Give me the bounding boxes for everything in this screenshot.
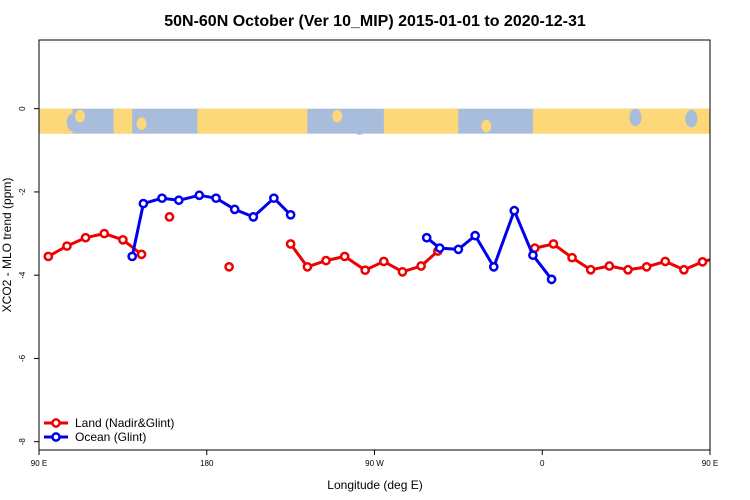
data-point bbox=[736, 242, 743, 249]
data-point bbox=[80, 232, 91, 243]
map-inlet bbox=[495, 111, 508, 129]
data-point bbox=[453, 244, 464, 255]
data-point bbox=[421, 232, 432, 243]
data-point bbox=[397, 266, 408, 277]
data-point bbox=[173, 195, 184, 206]
data-point bbox=[118, 234, 128, 245]
data-point bbox=[224, 262, 234, 272]
data-point bbox=[679, 264, 689, 275]
data-point bbox=[62, 241, 72, 251]
data-point bbox=[164, 212, 175, 222]
data-point bbox=[99, 228, 110, 239]
world-map-band bbox=[39, 108, 710, 135]
data-point bbox=[136, 249, 147, 260]
data-point bbox=[378, 256, 389, 267]
map-inlet bbox=[88, 112, 101, 130]
data-point bbox=[434, 243, 445, 253]
data-point bbox=[604, 261, 615, 271]
data-point bbox=[194, 190, 205, 201]
map-inlet bbox=[629, 108, 642, 127]
data-point bbox=[285, 209, 296, 220]
data-point bbox=[269, 193, 279, 204]
data-point bbox=[509, 205, 520, 216]
map-island bbox=[332, 109, 343, 123]
x-tick-label: 180 bbox=[200, 459, 214, 468]
y-tick-label: -2 bbox=[18, 188, 27, 196]
data-point bbox=[488, 262, 499, 272]
map-land bbox=[383, 108, 459, 134]
map-inlet bbox=[353, 117, 366, 135]
data-point bbox=[229, 204, 240, 215]
data-point bbox=[697, 257, 708, 267]
x-tick-label: 90 E bbox=[702, 459, 718, 468]
legend-marker bbox=[51, 432, 61, 442]
map-inlet bbox=[685, 109, 698, 128]
data-point bbox=[718, 253, 725, 260]
data-point bbox=[416, 261, 426, 271]
x-tick-label: 0 bbox=[540, 459, 545, 468]
data-point bbox=[660, 256, 671, 267]
data-point bbox=[211, 193, 221, 204]
series-layer bbox=[43, 190, 743, 285]
x-axis-label: Longitude (deg E) bbox=[327, 478, 422, 492]
data-point bbox=[285, 239, 296, 249]
map-island bbox=[136, 117, 147, 130]
y-axis-label: XCO2 - MLO trend (ppm) bbox=[0, 178, 14, 313]
map-land bbox=[532, 108, 710, 134]
chart-title: 50N-60N October (Ver 10_MIP) 2015-01-01 … bbox=[164, 13, 586, 30]
x-tick-label: 90 W bbox=[365, 459, 384, 468]
data-point bbox=[623, 264, 633, 275]
legend-marker bbox=[51, 418, 61, 428]
data-point bbox=[548, 239, 559, 249]
data-point bbox=[43, 251, 54, 262]
legend-label: Ocean (Glint) bbox=[75, 430, 146, 444]
data-point bbox=[641, 262, 652, 272]
map-inlet bbox=[148, 114, 161, 133]
data-point bbox=[321, 255, 331, 266]
axes: 90 E 180 90 W 0 90 E 0 -2 -4 -6 -8 bbox=[18, 39, 718, 468]
plot-frame bbox=[38, 39, 711, 451]
data-point bbox=[127, 251, 138, 262]
legend-label: Land (Nadir&Glint) bbox=[75, 416, 174, 430]
map-inlet bbox=[457, 112, 470, 130]
map-island bbox=[75, 109, 86, 123]
x-tick-label: 90 E bbox=[31, 459, 47, 468]
data-point bbox=[248, 212, 259, 222]
data-point bbox=[157, 193, 167, 204]
data-point bbox=[138, 198, 149, 209]
data-point bbox=[585, 264, 596, 275]
data-point bbox=[470, 230, 480, 241]
data-point bbox=[546, 274, 557, 285]
y-tick-label: -8 bbox=[18, 438, 27, 446]
data-point bbox=[360, 265, 371, 276]
data-point bbox=[567, 252, 577, 263]
data-point bbox=[528, 250, 538, 261]
series-line bbox=[130, 193, 292, 257]
map-island bbox=[481, 119, 492, 133]
map-land bbox=[113, 108, 133, 134]
data-point bbox=[302, 262, 313, 272]
map-inlet bbox=[312, 109, 325, 128]
y-tick-label: -6 bbox=[18, 354, 27, 362]
y-tick-label: 0 bbox=[18, 106, 27, 111]
series-line bbox=[534, 242, 710, 272]
map-land bbox=[197, 108, 308, 134]
legend: Land (Nadir&Glint)Ocean (Glint) bbox=[44, 416, 174, 444]
data-point bbox=[339, 251, 350, 262]
y-tick-label: -4 bbox=[18, 271, 27, 279]
